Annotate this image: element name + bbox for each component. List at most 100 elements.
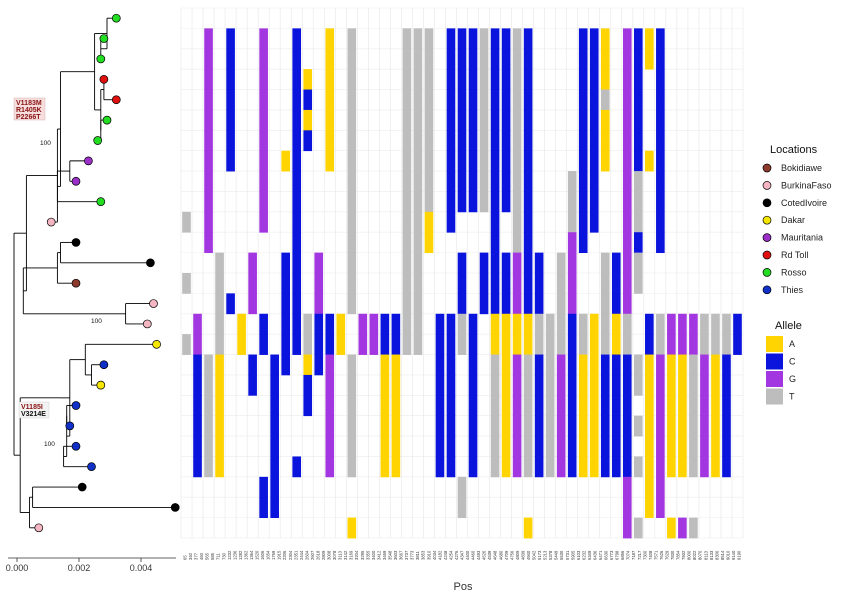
position-tick-label: 1520	[255, 550, 260, 560]
allele-cell	[589, 354, 599, 376]
allele-cell	[556, 313, 566, 335]
allele-cell	[446, 211, 456, 233]
allele-cell	[700, 313, 709, 335]
allele-cell	[589, 395, 599, 417]
allele-cell	[523, 395, 533, 417]
allele-cell	[468, 48, 478, 70]
allele-cell	[490, 211, 500, 233]
allele-cell	[424, 171, 434, 192]
allele-cell	[490, 395, 500, 417]
allele-cell	[534, 456, 544, 478]
allele-cell	[667, 436, 676, 457]
allele-cell	[567, 334, 577, 355]
allele-cell	[578, 211, 588, 233]
allele-cell	[556, 334, 566, 355]
position-tick-label: 2809	[321, 550, 326, 560]
allele-cell	[490, 130, 500, 152]
allele-cell	[457, 293, 467, 315]
allele-cell	[567, 252, 577, 274]
position-tick-label: 730	[221, 552, 226, 560]
allele-cell	[634, 374, 643, 396]
allele-cell	[457, 171, 467, 192]
allele-cell	[270, 456, 279, 478]
tree-axis-tick-label: 0.002	[68, 563, 91, 573]
allele-cell	[413, 69, 423, 90]
allele-cell	[611, 293, 621, 315]
allele-cell	[667, 517, 676, 539]
allele-cell	[479, 293, 489, 315]
position-tick-label: 7830	[670, 550, 675, 560]
allele-cell	[578, 130, 588, 152]
allele-cell	[512, 436, 522, 457]
allele-cell	[622, 456, 632, 478]
position-tick-label: 3355	[365, 550, 370, 560]
allele-cell	[468, 374, 478, 396]
allele-cell	[545, 436, 555, 457]
allele-cell	[545, 334, 555, 355]
allele-cell	[634, 354, 643, 376]
allele-cell	[622, 150, 632, 172]
allele-cell	[204, 28, 213, 50]
allele-cell	[215, 436, 224, 457]
tip-point	[146, 258, 155, 268]
allele-cell	[325, 150, 335, 172]
allele-cell	[645, 415, 654, 437]
allele-cell	[193, 436, 202, 457]
allele-cell	[446, 395, 456, 417]
allele-cell	[248, 354, 257, 376]
allele-cell	[678, 456, 687, 478]
tip-point	[87, 462, 96, 472]
position-tick-label: 7626	[659, 550, 664, 560]
allele-cell	[303, 89, 313, 111]
allele-cell	[634, 171, 643, 192]
position-tick-label: 3548	[387, 550, 392, 560]
allele-cell	[589, 313, 599, 335]
allele-cell	[645, 436, 654, 457]
allele-cell	[226, 89, 235, 111]
allele-cell	[622, 191, 632, 213]
position-tick-label: 7074	[626, 550, 631, 560]
allele-cell	[325, 48, 335, 70]
allele-cell	[622, 517, 632, 539]
tip-point	[93, 136, 103, 145]
allele-cell	[435, 334, 445, 355]
allele-cell	[578, 191, 588, 213]
allele-cell	[325, 374, 335, 396]
position-tick-label: 3910	[426, 550, 431, 560]
allele-cell	[204, 69, 213, 90]
allele-cell	[722, 354, 731, 376]
legend-location-marker	[762, 285, 772, 295]
allele-cell	[611, 395, 621, 417]
allele-cell	[391, 456, 401, 478]
position-tick-label: 7571	[653, 550, 658, 560]
allele-cell	[667, 415, 676, 437]
legend-allele-swatch	[766, 388, 783, 405]
allele-cell	[292, 69, 302, 90]
allele-cell	[622, 313, 632, 335]
allele-cell	[347, 354, 357, 376]
allele-cell	[689, 374, 698, 396]
allele-cell	[578, 436, 588, 457]
allele-cell	[567, 415, 577, 437]
position-tick-label: 1364	[249, 550, 254, 560]
allele-cell	[589, 191, 599, 213]
allele-cell	[468, 456, 478, 478]
allele-cell	[567, 232, 577, 254]
allele-cell	[622, 334, 632, 355]
allele-cell	[413, 109, 423, 131]
allele-cell	[380, 334, 390, 355]
allele-cell	[468, 313, 478, 335]
position-tick-label: 585	[210, 552, 215, 560]
allele-cell	[689, 456, 698, 478]
allele-cell	[523, 456, 533, 478]
allele-cell	[259, 171, 268, 192]
allele-cell	[402, 130, 412, 152]
allele-cell	[457, 69, 467, 90]
legend-location-label: BurkinaFaso	[781, 180, 832, 190]
allele-cell	[347, 28, 357, 50]
allele-cell	[678, 415, 687, 437]
allele-cell	[667, 456, 676, 478]
allele-cell	[656, 130, 665, 152]
legend-location-label: Rd Toll	[781, 250, 808, 260]
position-tick-label: 7300	[642, 550, 647, 560]
